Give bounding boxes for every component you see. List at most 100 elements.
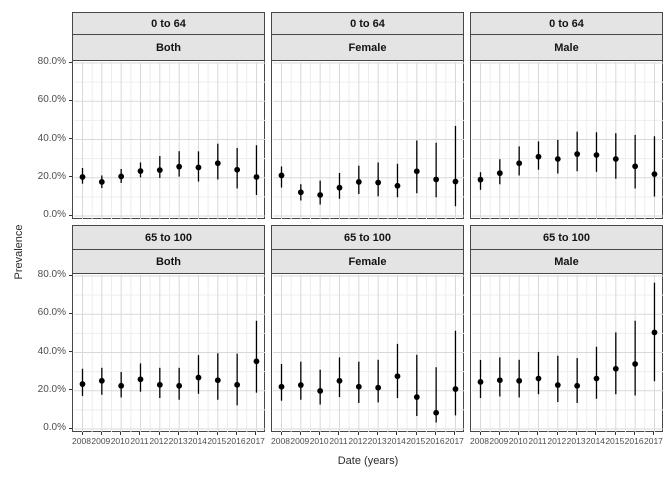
point-estimate: [413, 168, 420, 175]
x-tick-label: 2012: [547, 436, 567, 446]
y-tick-mark: [69, 176, 72, 178]
x-tick-mark: [634, 432, 636, 435]
x-tick-label: 2012: [348, 436, 368, 446]
x-tick-mark: [614, 432, 616, 435]
point-estimate: [593, 152, 600, 158]
x-tick-mark: [576, 432, 578, 435]
x-tick-mark: [377, 432, 379, 435]
point-estimate: [452, 178, 459, 185]
y-axis-title: Prevalence: [13, 224, 25, 280]
x-tick-label: 2011: [329, 436, 348, 446]
x-tick-mark: [139, 432, 141, 435]
point-estimate: [394, 373, 401, 380]
point-estimate: [195, 164, 202, 171]
point-estimate: [375, 179, 382, 186]
point-estimate: [137, 376, 144, 383]
x-tick-mark: [595, 432, 597, 435]
point-estimate: [632, 163, 639, 170]
y-tick-label: 60.0%: [37, 307, 66, 319]
facet-panel: [72, 60, 265, 219]
point-estimate: [234, 166, 241, 173]
facet-strip-sex: Both: [72, 249, 265, 274]
facet-strip-age: 0 to 64: [271, 12, 464, 35]
y-tick-mark: [69, 61, 72, 63]
y-tick-label: 40.0%: [37, 345, 66, 357]
point-estimate: [516, 377, 523, 384]
point-estimate: [612, 156, 619, 162]
facet-strip-sex: Both: [72, 34, 265, 61]
point-estimate: [79, 381, 86, 387]
y-tick-label: 20.0%: [37, 170, 66, 182]
facet-panel: [271, 60, 464, 219]
point-estimate: [176, 382, 183, 389]
point-estimate: [253, 174, 260, 180]
x-tick-mark: [319, 432, 321, 435]
x-tick-label: 2017: [445, 436, 464, 446]
x-tick-label: 2015: [605, 436, 625, 446]
x-tick-label: 2014: [188, 436, 207, 446]
x-tick-mark: [454, 432, 456, 435]
x-tick-mark: [537, 432, 539, 435]
point-estimate: [574, 382, 581, 389]
point-estimate: [554, 382, 561, 388]
x-tick-mark: [158, 432, 160, 435]
point-estimate: [496, 170, 503, 177]
point-estimate: [651, 171, 658, 178]
x-tick-label: 2013: [367, 436, 387, 446]
point-estimate: [137, 168, 144, 174]
facet-strip-sex: Male: [470, 249, 663, 274]
point-estimate: [355, 383, 362, 390]
point-estimate: [98, 179, 105, 185]
x-tick-mark: [653, 432, 655, 435]
x-tick-mark: [120, 432, 122, 435]
facet-strip-age: 65 to 100: [271, 225, 464, 250]
y-tick-mark: [69, 351, 72, 352]
facet-strip-age: 65 to 100: [72, 225, 265, 250]
facet-strip-age: 0 to 64: [72, 12, 265, 35]
point-estimate: [433, 176, 440, 183]
point-estimate: [433, 409, 440, 416]
point-estimate: [98, 377, 105, 384]
x-tick-label: 2008: [271, 436, 290, 446]
y-tick-label: 60.0%: [37, 94, 66, 106]
x-tick-label: 2016: [425, 436, 445, 446]
point-estimate: [336, 377, 343, 384]
x-tick-label: 2011: [130, 436, 149, 446]
x-tick-mark: [81, 432, 83, 435]
point-estimate: [336, 184, 343, 191]
x-axis-title: Date (years): [337, 455, 399, 467]
point-estimate: [156, 381, 163, 388]
x-tick-label: 2010: [309, 436, 329, 446]
point-estimate: [253, 358, 260, 365]
point-estimate: [278, 383, 285, 390]
facet-strip-age: 65 to 100: [470, 225, 663, 250]
point-estimate: [214, 160, 221, 167]
facet-strip-sex: Female: [271, 249, 464, 274]
point-estimate: [593, 375, 600, 382]
point-estimate: [651, 329, 658, 336]
point-estimate: [214, 377, 221, 384]
y-tick-mark: [69, 99, 72, 101]
panel-plot-area: [472, 62, 663, 219]
facet-strip-sex: Female: [271, 34, 464, 61]
facet-panel: [72, 273, 265, 432]
x-tick-mark: [280, 432, 282, 435]
x-tick-mark: [216, 432, 218, 435]
y-tick-label: 80.0%: [37, 269, 66, 280]
point-estimate: [574, 151, 581, 157]
x-tick-mark: [357, 432, 359, 435]
x-tick-mark: [498, 432, 500, 435]
x-tick-mark: [479, 432, 481, 435]
point-estimate: [477, 379, 484, 385]
point-estimate: [317, 192, 324, 198]
y-tick-mark: [69, 214, 72, 216]
point-estimate: [118, 382, 125, 389]
x-tick-mark: [415, 432, 417, 435]
x-tick-mark: [299, 432, 301, 435]
y-tick-label: 80.0%: [37, 56, 66, 67]
point-estimate: [554, 156, 561, 162]
x-tick-label: 2010: [110, 436, 130, 446]
point-estimate: [297, 189, 304, 196]
x-tick-label: 2014: [586, 436, 605, 446]
